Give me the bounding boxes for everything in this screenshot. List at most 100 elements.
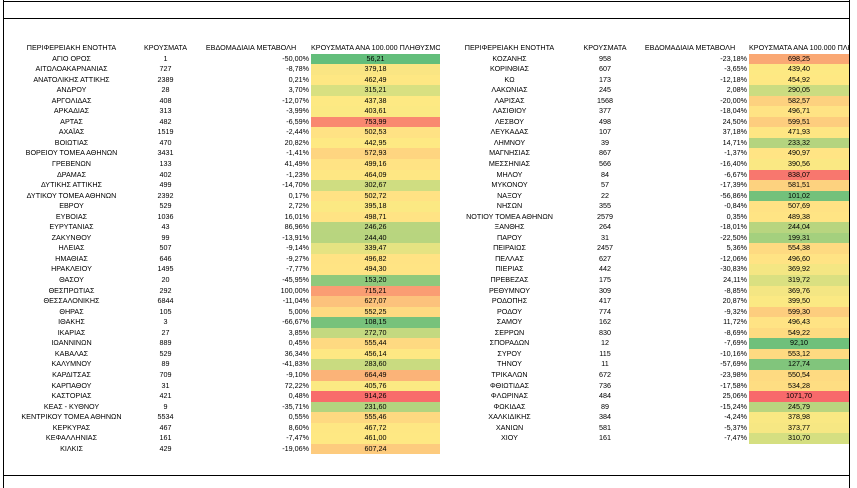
left-rate-per-100k-cell: 502,72 [311,190,440,202]
left-region-cell: ΘΑΣΟΥ [59,275,84,285]
right-rate-per-100k-cell: 838,07 [749,169,849,181]
right-region-cell: ΡΕΘΥΜΝΟΥ [488,285,531,295]
table-row: ΚΑΣΤΟΡΙΑΣ 421 0,48% 914,26 ΦΛΩΡΙΝΑΣ 484 25,06%… [3,391,849,402]
left-cases-cell: 31 [161,380,170,390]
right-weekly-change-cell: -8,85% [724,285,747,295]
left-cases-cell: 482 [159,116,172,126]
left-weekly-change-cell: -9,10% [286,369,309,379]
right-region-cell: ΜΥΚΟΝΟΥ [491,180,528,190]
left-weekly-change-cell: 41,49% [284,159,309,169]
left-rate-per-100k-cell: 283,60 [311,359,440,370]
right-rate-per-100k-cell: 582,57 [749,95,849,107]
left-cases-cell: 6844 [157,296,174,306]
right-rate-per-100k-cell: 101,02 [749,190,849,202]
table-row: ΔΥΤΙΚΟΥ ΤΟΜΕΑ ΑΘΗΝΩΝ 2392 0,17% 502,72 ΝΑΞΟΥ… [3,190,849,202]
right-rate-per-100k-cell: 534,28 [749,380,849,392]
left-cases-cell: 1519 [157,127,174,137]
table-row: ΚΕΝΤΡΙΚΟΥ ΤΟΜΕΑ ΑΘΗΝΩΝ 5534 0,55% 555,46 ΧΑΛ… [3,412,849,423]
left-rate-per-100k-cell: 442,95 [311,137,440,149]
right-cases-cell: 12 [601,338,609,348]
right-region-cell: ΠΕΙΡΑΙΩΣ [493,243,526,253]
left-cases-cell: 43 [161,222,170,232]
left-region-cell: ΑΡΓΟΛΙΔΑΣ [51,95,92,105]
header-rate-right: ΚΡΟΥΣΜΑΤΑ ΑΝΑ 100.000 ΠΛΗΘΥΣΜΟ [749,43,849,52]
right-weekly-change-cell [631,444,749,455]
right-cases-cell [579,444,631,455]
right-weekly-change-cell: -15,24% [720,401,747,411]
left-rate-per-100k-cell: 496,82 [311,253,440,265]
right-weekly-change-cell: -12,06% [720,253,747,263]
left-weekly-change-cell: 86,96% [284,222,309,232]
right-region-cell: ΧΑΛΚΙΔΙΚΗΣ [488,412,531,422]
left-region-cell: ΚΕΦΑΛΛΗΝΙΑΣ [45,433,98,443]
right-region-cell: ΧΙΟΥ [501,433,518,443]
left-rate-per-100k-cell: 467,72 [311,422,440,434]
right-weekly-change-cell: -56,86% [720,190,747,200]
table-row: ΚΑΛΥΜΝΟΥ 89 -41,83% 283,60 ΤΗΝΟΥ 11 -57,69% 127… [3,359,849,370]
left-cases-cell: 99 [161,232,170,242]
left-rate-per-100k-cell: 502,53 [311,127,440,138]
cases-table: ΠΕΡΙΦΕΡΕΙΑΚΗ ΕΝΟΤΗΤΑ ΚΡΟΥΣΜΑΤΑ ΕΒΔΟΜΑΔΙΑ… [3,43,849,455]
table-row: ΚΕΡΚΥΡΑΣ 467 8,60% 467,72 ΧΑΝΙΩΝ 581 -5,37% 373… [3,422,849,434]
right-region-cell: ΚΩ [504,74,515,84]
right-cases-cell: 264 [599,222,611,232]
table-row: ΘΕΣΣΑΛΟΝΙΚΗΣ 6844 -11,04% 627,07 ΡΟΔΟΠΗΣ 417 2… [3,296,849,307]
left-region-cell: ΑΡΚΑΔΙΑΣ [53,106,90,116]
left-weekly-change-cell: -35,71% [282,401,309,411]
left-region-cell: ΗΜΑΘΙΑΣ [55,253,88,263]
left-weekly-change-cell: 5,00% [288,306,309,316]
right-weekly-change-cell: 2,08% [726,85,747,95]
table-row: ΚΙΛΚΙΣ 429 -19,06% 607,24 [3,443,849,455]
right-rate-per-100k-cell: 490,97 [749,148,849,160]
right-cases-cell: 309 [599,285,611,295]
right-cases-cell: 581 [599,422,611,432]
right-weekly-change-cell: 24,11% [723,275,747,285]
left-rate-per-100k-cell: 153,20 [311,275,440,286]
right-rate-per-100k-cell: 244,04 [749,222,849,233]
right-cases-cell: 2457 [597,243,613,253]
right-rate-per-100k-cell: 496,43 [749,317,849,328]
left-weekly-change-cell: 0,55% [288,412,309,422]
right-weekly-change-cell: 0,35% [726,211,747,221]
right-rate-per-100k-cell: 373,77 [749,422,849,434]
right-region-cell: ΝΗΣΩΝ [496,201,523,211]
right-region-cell: ΠΑΡΟΥ [497,232,522,242]
left-rate-per-100k-cell: 607,24 [311,443,440,455]
left-weekly-change-cell: -14,70% [282,180,309,190]
left-cases-cell: 292 [159,285,172,295]
left-region-cell: ΕΥΒΟΙΑΣ [55,211,88,221]
left-cases-cell: 646 [159,253,172,263]
left-region-cell: ΕΥΡΥΤΑΝΙΑΣ [49,222,94,232]
right-weekly-change-cell: 24,50% [722,116,747,126]
left-weekly-change-cell: 72,22% [284,380,309,390]
right-rate-per-100k-cell: 599,51 [749,116,849,128]
left-cases-cell: 529 [159,201,172,211]
left-weekly-change-cell: -9,27% [286,253,309,263]
left-cases-cell: 727 [159,64,172,74]
right-region-cell: ΠΡΕΒΕΖΑΣ [490,275,529,285]
left-weekly-change-cell: 100,00% [280,285,309,295]
left-cases-cell: 709 [159,369,172,379]
left-rate-per-100k-cell: 464,09 [311,169,440,181]
table-row: ΒΟΙΩΤΙΑΣ 470 20,82% 442,95 ΛΗΜΝΟΥ 39 14,71% 233… [3,137,849,149]
left-cases-cell: 402 [159,169,172,179]
right-region-cell: ΦΘΙΩΤΙΔΑΣ [489,380,530,390]
top-rule [3,1,849,2]
right-weekly-change-cell: -18,04% [720,106,747,116]
left-weekly-change-cell: 3,70% [288,85,309,95]
left-cases-cell: 529 [159,348,172,358]
left-cases-cell: 499 [159,180,172,190]
right-cases-cell: 384 [599,412,611,422]
right-region-cell: ΠΕΛΛΑΣ [495,253,524,263]
right-region-cell: ΛΗΜΝΟΥ [493,137,526,147]
left-rate-per-100k-cell: 555,44 [311,338,440,349]
left-edge-line [3,0,4,488]
left-cases-cell: 2389 [157,74,174,84]
left-rate-per-100k-cell: 437,38 [311,95,440,107]
left-weekly-change-cell: -45,95% [282,275,309,285]
table-row: ΚΑΒΑΛΑΣ 529 36,34% 456,14 ΣΥΡΟΥ 115 -10,16% 553… [3,348,849,360]
left-weekly-change-cell: -2,44% [286,127,309,137]
left-region-cell: ΚΑΣΤΟΡΙΑΣ [51,391,92,401]
right-cases-cell: 162 [599,317,611,327]
left-rate-per-100k-cell: 403,61 [311,106,440,117]
